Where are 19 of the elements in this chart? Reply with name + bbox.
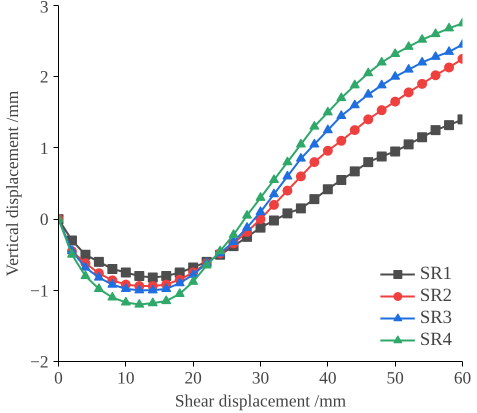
y-tick-label: −2 bbox=[30, 352, 48, 372]
y-tick-label: 2 bbox=[40, 68, 49, 87]
x-tick-label: 30 bbox=[252, 368, 270, 388]
legend-label: SR2 bbox=[420, 285, 452, 307]
y-tick-label: 0 bbox=[40, 210, 49, 230]
x-tick-label: 60 bbox=[454, 368, 472, 388]
y-tick-label: −1 bbox=[30, 281, 48, 300]
legend-label: SR1 bbox=[420, 263, 452, 285]
x-tick-label: 0 bbox=[54, 368, 63, 388]
x-tick-label: 20 bbox=[184, 368, 202, 388]
x-tick-label: 10 bbox=[117, 368, 134, 388]
x-axis-title: Shear displacement /mm bbox=[174, 392, 347, 410]
legend-label: SR3 bbox=[420, 307, 452, 329]
legend-label: SR4 bbox=[420, 329, 452, 351]
x-tick-label: 50 bbox=[386, 368, 404, 388]
x-tick-label: 40 bbox=[319, 368, 336, 388]
y-tick-label: 1 bbox=[40, 138, 49, 158]
y-axis-title: Vertical displacement /mm bbox=[3, 90, 22, 276]
y-tick-label: 3 bbox=[40, 0, 49, 16]
